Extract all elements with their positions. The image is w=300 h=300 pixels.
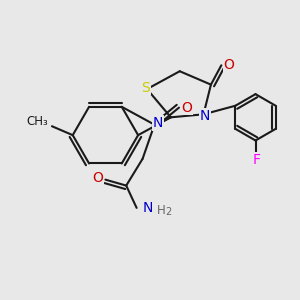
Text: O: O (181, 100, 192, 115)
Text: N: N (143, 202, 153, 215)
Text: 2: 2 (165, 207, 171, 217)
Text: F: F (253, 153, 261, 167)
Text: N: N (200, 109, 210, 123)
Text: CH₃: CH₃ (26, 115, 48, 128)
Text: O: O (92, 171, 104, 185)
Text: S: S (141, 81, 150, 94)
Text: O: O (223, 58, 234, 72)
Text: H: H (157, 204, 165, 218)
Text: N: N (153, 116, 163, 130)
